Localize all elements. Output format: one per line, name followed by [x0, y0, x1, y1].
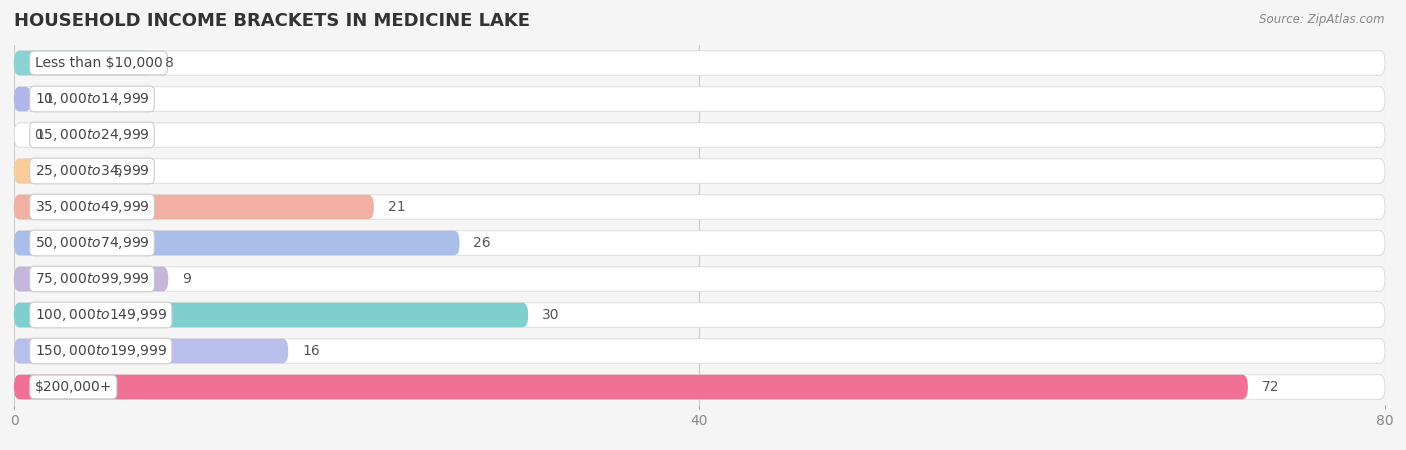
FancyBboxPatch shape	[14, 267, 169, 291]
FancyBboxPatch shape	[14, 195, 1385, 219]
Text: $10,000 to $14,999: $10,000 to $14,999	[35, 91, 149, 107]
Text: 5: 5	[114, 164, 122, 178]
Text: $100,000 to $149,999: $100,000 to $149,999	[35, 307, 167, 323]
FancyBboxPatch shape	[14, 339, 288, 363]
FancyBboxPatch shape	[14, 51, 152, 75]
FancyBboxPatch shape	[14, 231, 460, 255]
FancyBboxPatch shape	[14, 51, 1385, 75]
FancyBboxPatch shape	[14, 231, 1385, 255]
FancyBboxPatch shape	[14, 375, 1249, 399]
Text: 30: 30	[541, 308, 560, 322]
Text: Less than $10,000: Less than $10,000	[35, 56, 162, 70]
Text: $35,000 to $49,999: $35,000 to $49,999	[35, 199, 149, 215]
FancyBboxPatch shape	[14, 123, 1385, 147]
FancyBboxPatch shape	[14, 267, 1385, 291]
Text: 1: 1	[45, 92, 53, 106]
FancyBboxPatch shape	[14, 375, 1385, 399]
Text: 72: 72	[1261, 380, 1279, 394]
Text: $15,000 to $24,999: $15,000 to $24,999	[35, 127, 149, 143]
Text: 9: 9	[181, 272, 191, 286]
Text: 21: 21	[388, 200, 405, 214]
Text: Source: ZipAtlas.com: Source: ZipAtlas.com	[1260, 14, 1385, 27]
Text: $150,000 to $199,999: $150,000 to $199,999	[35, 343, 167, 359]
Text: HOUSEHOLD INCOME BRACKETS IN MEDICINE LAKE: HOUSEHOLD INCOME BRACKETS IN MEDICINE LA…	[14, 12, 530, 30]
Text: 0: 0	[35, 128, 44, 142]
FancyBboxPatch shape	[14, 303, 529, 327]
Text: $25,000 to $34,999: $25,000 to $34,999	[35, 163, 149, 179]
FancyBboxPatch shape	[14, 87, 31, 111]
Text: 16: 16	[302, 344, 319, 358]
FancyBboxPatch shape	[14, 87, 1385, 111]
Text: $75,000 to $99,999: $75,000 to $99,999	[35, 271, 149, 287]
FancyBboxPatch shape	[14, 159, 1385, 183]
Text: 26: 26	[474, 236, 491, 250]
Text: 8: 8	[165, 56, 174, 70]
FancyBboxPatch shape	[14, 195, 374, 219]
FancyBboxPatch shape	[14, 159, 100, 183]
FancyBboxPatch shape	[14, 303, 1385, 327]
Text: $200,000+: $200,000+	[35, 380, 112, 394]
Text: $50,000 to $74,999: $50,000 to $74,999	[35, 235, 149, 251]
FancyBboxPatch shape	[14, 339, 1385, 363]
